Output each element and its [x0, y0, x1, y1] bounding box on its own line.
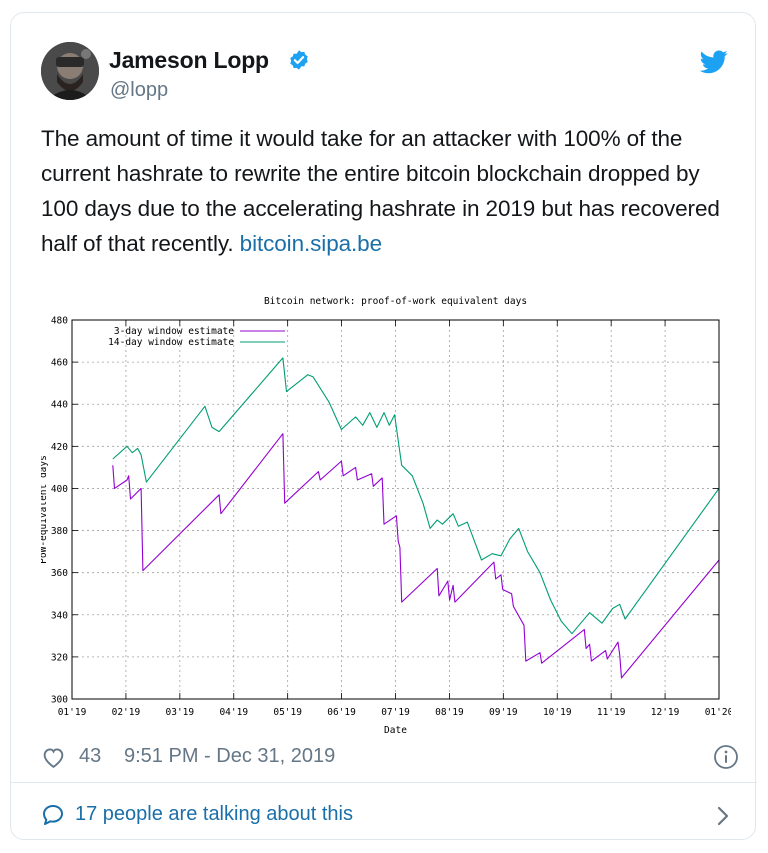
pow-chart: Bitcoin network: proof-of-work equivalen…	[41, 296, 731, 736]
y-tick-label: 380	[51, 526, 68, 537]
series-14day-line	[112, 357, 720, 635]
talking-label[interactable]: 17 people are talking about this	[75, 803, 353, 825]
twitter-bird-icon[interactable]	[700, 50, 728, 74]
legend-label: 14-day window estimate	[108, 337, 234, 348]
legend-label: 3-day window estimate	[114, 326, 234, 337]
tweet-timestamp[interactable]: 9:51 PM - Dec 31, 2019	[124, 745, 336, 767]
conversation-link[interactable]: 17 people are talking about this	[41, 799, 731, 833]
y-tick-label: 400	[51, 484, 68, 495]
verified-badge-icon	[290, 50, 308, 70]
x-tick-label: 01'19	[58, 707, 87, 718]
author-handle[interactable]: @lopp	[110, 79, 169, 101]
x-tick-label: 04'19	[219, 707, 248, 718]
x-tick-label: 06'19	[327, 707, 356, 718]
tweet-link[interactable]: bitcoin.sipa.be	[239, 231, 383, 256]
x-tick-label: 01'20	[705, 707, 731, 718]
tweet-text: The amount of time it would take for an …	[41, 121, 731, 261]
x-tick-label: 11'19	[597, 707, 626, 718]
series-3day-line	[112, 433, 720, 679]
tweet-footer: 43 9:51 PM - Dec 31, 2019	[41, 741, 738, 777]
x-axis-label: Date	[384, 725, 407, 736]
y-tick-label: 300	[51, 695, 68, 706]
y-tick-label: 420	[51, 442, 68, 453]
plot-frame	[71, 319, 720, 700]
x-tick-label: 02'19	[112, 707, 141, 718]
y-axis-label: PoW-equivalent days	[41, 455, 49, 564]
x-tick-label: 05'19	[273, 707, 302, 718]
x-tick-label: 10'19	[543, 707, 572, 718]
x-tick-label: 08'19	[435, 707, 464, 718]
y-tick-label: 460	[51, 358, 68, 369]
tweet-card: Jameson Lopp @lopp The amount of time it…	[10, 12, 757, 840]
y-tick-label: 340	[51, 610, 68, 621]
speech-bubble-icon	[43, 805, 63, 825]
divider	[11, 782, 757, 783]
x-tick-label: 07'19	[381, 707, 410, 718]
y-tick-label: 360	[51, 568, 68, 579]
x-tick-label: 03'19	[166, 707, 195, 718]
y-tick-label: 320	[51, 652, 68, 663]
y-tick-label: 440	[51, 400, 68, 411]
tweet-body: The amount of time it would take for an …	[41, 126, 720, 256]
x-tick-label: 09'19	[489, 707, 518, 718]
x-tick-label: 12'19	[651, 707, 680, 718]
y-tick-label: 480	[51, 316, 68, 327]
info-icon[interactable]	[713, 744, 739, 770]
author-name[interactable]: Jameson Lopp	[109, 47, 269, 73]
avatar[interactable]	[41, 42, 99, 100]
like-count[interactable]: 43	[79, 745, 102, 767]
heart-icon[interactable]	[41, 745, 66, 770]
chart-title: Bitcoin network: proof-of-work equivalen…	[264, 296, 527, 307]
chevron-right-icon[interactable]	[715, 805, 731, 827]
